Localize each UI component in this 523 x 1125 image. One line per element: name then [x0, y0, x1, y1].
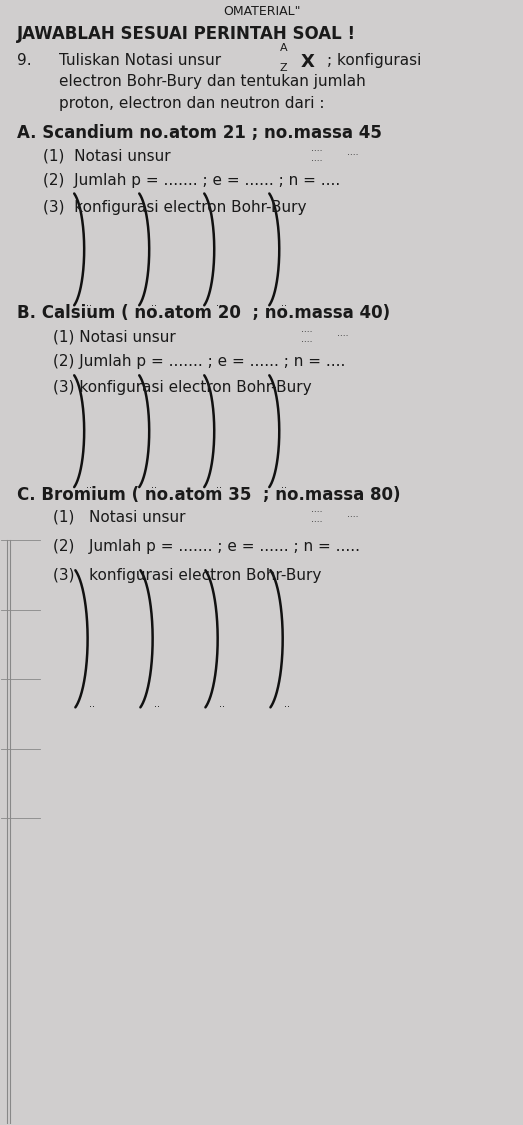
Text: ..: ..	[86, 480, 92, 490]
Text: (1)   Notasi unsur: (1) Notasi unsur	[53, 510, 186, 524]
Text: ....: ....	[347, 148, 359, 158]
Text: ....: ....	[301, 325, 312, 334]
Text: (1)  Notasi unsur: (1) Notasi unsur	[43, 148, 170, 163]
Text: ....: ....	[347, 510, 359, 519]
Text: ..: ..	[86, 298, 92, 308]
Text: X: X	[301, 53, 314, 71]
Text: A: A	[280, 43, 287, 53]
Text: JAWABLAH SESUAI PERINTAH SOAL !: JAWABLAH SESUAI PERINTAH SOAL !	[17, 25, 356, 43]
Text: ....: ....	[337, 330, 348, 339]
Text: (1) Notasi unsur: (1) Notasi unsur	[53, 330, 176, 344]
Text: ..: ..	[154, 699, 160, 709]
Text: C. Bromium ( no.atom 35  ; no.massa 80): C. Bromium ( no.atom 35 ; no.massa 80)	[17, 486, 401, 504]
Text: A. Scandium no.atom 21 ; no.massa 45: A. Scandium no.atom 21 ; no.massa 45	[17, 124, 382, 142]
Text: ..: ..	[151, 298, 157, 308]
Text: ....: ....	[311, 144, 322, 153]
Text: ..: ..	[89, 699, 95, 709]
Text: ....: ....	[311, 505, 322, 514]
Text: ..: ..	[151, 480, 157, 490]
Text: ..: ..	[281, 298, 287, 308]
Text: Tuliskan Notasi unsur: Tuliskan Notasi unsur	[59, 53, 221, 68]
Text: ..: ..	[216, 298, 222, 308]
Text: (3)   konfigurasi electron Bohr-Bury: (3) konfigurasi electron Bohr-Bury	[53, 568, 322, 583]
Text: (3)  konfigurasi electron Bohr-Bury: (3) konfigurasi electron Bohr-Bury	[43, 200, 306, 215]
Text: electron Bohr-Bury dan tentukan jumlah: electron Bohr-Bury dan tentukan jumlah	[59, 74, 366, 89]
Text: (2) Jumlah p = ....... ; e = ...... ; n = ....: (2) Jumlah p = ....... ; e = ...... ; n …	[53, 353, 346, 369]
Text: ..: ..	[285, 699, 290, 709]
Text: ..: ..	[216, 480, 222, 490]
Text: (2)   Jumlah p = ....... ; e = ...... ; n = .....: (2) Jumlah p = ....... ; e = ...... ; n …	[53, 539, 360, 554]
Text: (2)  Jumlah p = ....... ; e = ...... ; n = ....: (2) Jumlah p = ....... ; e = ...... ; n …	[43, 173, 340, 188]
Text: ..: ..	[281, 480, 287, 490]
Text: ; konfigurasi: ; konfigurasi	[326, 53, 421, 68]
Text: Z: Z	[280, 63, 287, 73]
Text: proton, electron dan neutron dari :: proton, electron dan neutron dari :	[59, 96, 324, 110]
Text: B. Calsium ( no.atom 20  ; no.massa 40): B. Calsium ( no.atom 20 ; no.massa 40)	[17, 305, 390, 323]
Text: (3) konfigurasi electron Bohr-Bury: (3) konfigurasi electron Bohr-Bury	[53, 379, 312, 395]
Text: OMATERIAL": OMATERIAL"	[223, 4, 300, 18]
Text: 9.: 9.	[17, 53, 31, 68]
Text: ..: ..	[219, 699, 225, 709]
Text: ....: ....	[301, 335, 312, 344]
Text: ....: ....	[311, 154, 322, 163]
Text: ....: ....	[311, 515, 322, 524]
